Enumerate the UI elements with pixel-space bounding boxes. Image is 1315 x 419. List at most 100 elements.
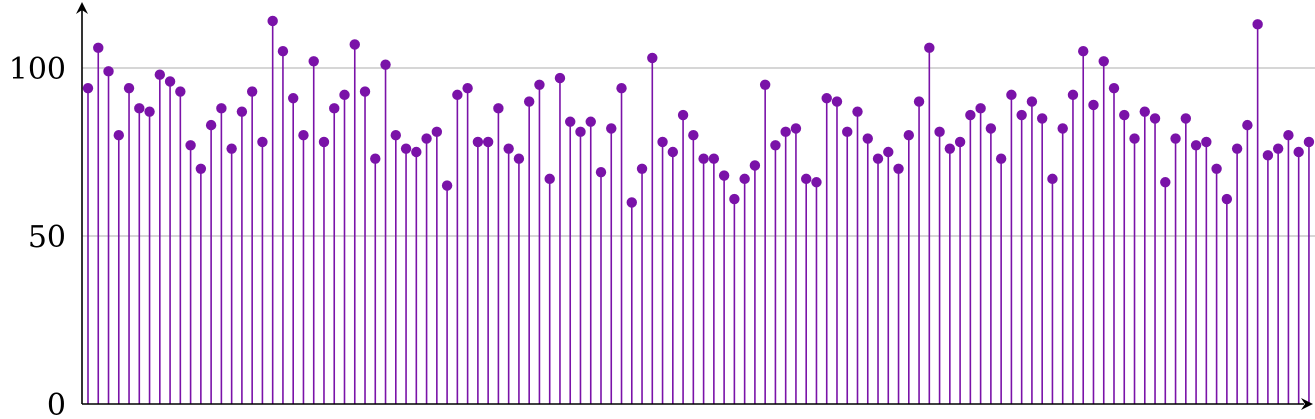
data-point [1262,150,1274,161]
data-point [1047,173,1058,185]
data-point [411,146,422,158]
data-point [288,93,299,104]
data-point [831,96,843,107]
data-point [462,82,473,94]
data-point [718,170,730,181]
data-point [1036,113,1048,124]
data-point [1149,113,1161,124]
data-point [216,103,227,114]
data-point [1221,193,1233,205]
data-point [1283,130,1294,141]
data-point [1272,143,1284,154]
data-point [780,126,791,138]
data-point [390,130,401,141]
data-point [883,146,894,158]
data-point [770,140,781,151]
data-point [1139,106,1150,117]
data-point [821,93,832,104]
data-point [893,163,904,174]
data-point [801,173,812,185]
data-point [318,136,330,148]
data-point [1180,113,1192,124]
data-point [370,153,381,164]
data-point [606,123,617,134]
data-point [257,136,268,148]
data-point [493,103,504,114]
data-point [482,136,494,148]
data-point [431,126,443,138]
y-axis-arrowhead [76,2,88,14]
data-point [1293,146,1304,158]
data-point [1190,140,1202,151]
data-point [308,56,319,67]
data-point [544,173,555,185]
data-point [698,153,709,164]
data-point [554,72,566,84]
data-point [144,106,155,117]
data-point [975,103,986,114]
data-point [185,140,196,151]
data-point [226,143,237,154]
data-point [954,136,966,148]
data-point [636,163,648,174]
data-point [852,106,863,117]
data-point [688,130,699,141]
data-point [729,193,740,205]
data-point [1057,123,1068,134]
data-point [339,89,350,101]
data-point [985,123,997,134]
data-point [103,66,114,77]
data-point [708,153,720,164]
data-point [790,123,802,134]
data-point [903,130,914,141]
y-tick-label: 100 [9,52,66,87]
data-point [1129,133,1140,144]
data-point [1067,89,1079,101]
data-point [575,126,586,138]
data-point [965,109,976,121]
data-point [1108,82,1120,94]
data-point [657,136,668,148]
stem-series [82,15,1315,404]
data-point [872,153,884,164]
data-point [1160,177,1171,188]
data-point [441,180,453,191]
data-point [246,86,258,97]
y-tick-labels: 0 50 100 [9,52,66,419]
data-point [195,163,207,174]
data-point [595,166,607,178]
data-point [236,106,248,117]
y-tick-label: 50 [28,220,66,255]
data-point [472,136,484,148]
data-point [759,79,771,91]
data-point [113,130,124,141]
data-point [380,59,391,70]
data-point [1252,19,1263,30]
data-point [1170,133,1181,144]
data-point [995,153,1007,164]
data-point [134,103,145,114]
data-point [1119,109,1130,121]
data-point [123,82,135,94]
data-point [811,177,822,188]
y-tick-label: 0 [47,388,66,419]
data-point [934,126,945,138]
data-point [626,197,637,208]
x-axis [82,398,1313,410]
data-point [842,126,853,138]
data-point [534,79,545,91]
data-point [164,76,176,87]
data-point [1231,143,1243,154]
grid-lines [82,67,1315,237]
data-point [1303,136,1315,148]
data-point [329,103,340,114]
data-point [267,15,278,27]
data-point [298,130,309,141]
data-point [1016,109,1027,121]
data-point [739,173,750,185]
data-point [154,69,166,80]
data-point [93,42,104,54]
data-point [1242,119,1253,131]
data-point [205,119,217,131]
